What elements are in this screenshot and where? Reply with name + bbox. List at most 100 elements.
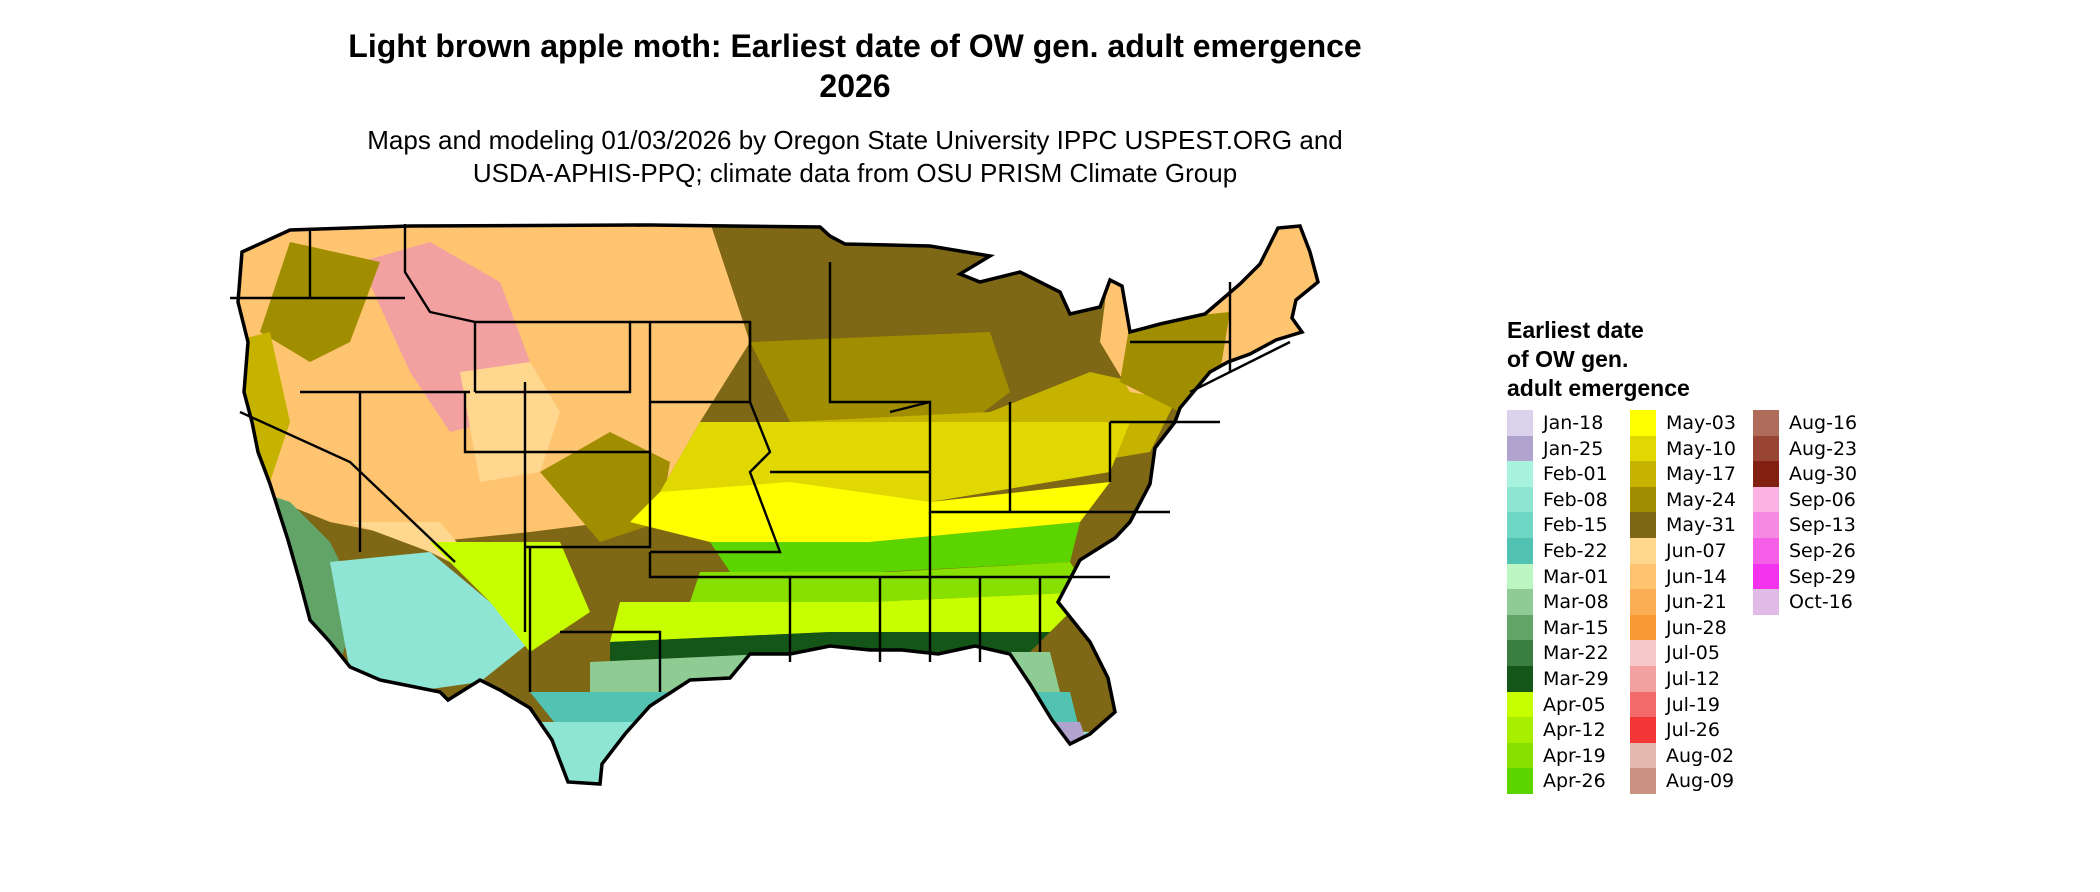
legend-swatch	[1630, 742, 1656, 769]
legend-swatch	[1630, 589, 1656, 615]
legend-label: Jun-14	[1666, 565, 1727, 588]
legend-swatch	[1507, 435, 1533, 462]
legend-item: Feb-15	[1507, 512, 1687, 538]
map-title: Light brown apple moth: Earliest date of…	[348, 28, 1362, 64]
legend-swatch	[1630, 717, 1656, 743]
legend-label: Apr-26	[1543, 770, 1606, 793]
legend-swatch	[1507, 614, 1533, 641]
legend-label: Feb-15	[1543, 514, 1608, 537]
legend-swatch	[1630, 486, 1656, 513]
legend-item: Apr-12	[1507, 717, 1687, 743]
legend-label: Feb-08	[1543, 488, 1608, 511]
legend-label: May-10	[1666, 437, 1736, 460]
legend-item: Mar-15	[1507, 614, 1687, 641]
legend-label: Mar-22	[1543, 642, 1609, 665]
legend-label: Jun-21	[1666, 591, 1727, 614]
legend-item: Feb-01	[1507, 461, 1687, 487]
legend-label: Feb-22	[1543, 540, 1608, 562]
legend-item: Mar-01	[1507, 563, 1687, 590]
legend-label: May-31	[1666, 514, 1736, 537]
legend-label: Jan-25	[1543, 437, 1604, 460]
legend-label: Sep-06	[1789, 488, 1856, 511]
legend-label: Aug-23	[1789, 437, 1858, 460]
legend-swatch	[1753, 538, 1779, 564]
legend-item: Jul-26	[1630, 717, 1810, 743]
legend-label: Jul-05	[1666, 642, 1720, 665]
legend-swatch	[1630, 538, 1656, 564]
legend-title-line-1: Earliest date	[1507, 317, 1644, 343]
legend-swatch	[1753, 486, 1779, 513]
legend-item: Aug-23	[1753, 435, 1933, 462]
legend-item: Jul-19	[1630, 691, 1810, 718]
legend-item: Mar-08	[1507, 589, 1687, 615]
legend-label: Sep-26	[1789, 540, 1856, 562]
legend-item: May-17	[1630, 461, 1810, 487]
legend-swatch	[1753, 563, 1779, 590]
legend-label: Jun-28	[1666, 616, 1727, 639]
legend-swatch	[1507, 486, 1533, 513]
legend-label: Mar-01	[1543, 565, 1609, 588]
legend-label: Apr-05	[1543, 693, 1606, 716]
legend-title-line-2: of OW gen.	[1507, 346, 1629, 372]
legend-label: Aug-16	[1789, 412, 1858, 434]
legend-item: May-31	[1630, 512, 1810, 538]
legend-label: Oct-16	[1789, 591, 1853, 614]
legend-swatch	[1753, 512, 1779, 538]
legend-label: Mar-15	[1543, 616, 1609, 639]
legend-item: May-03	[1630, 410, 1810, 436]
legend-swatch	[1630, 691, 1656, 718]
legend-label: May-17	[1666, 463, 1736, 486]
legend-item: Jan-18	[1507, 410, 1687, 436]
legend-item: Jan-25	[1507, 435, 1687, 462]
legend-label: Apr-19	[1543, 744, 1606, 767]
legend-item: Aug-02	[1630, 742, 1810, 769]
legend-swatch	[1630, 461, 1656, 487]
legend-label: Feb-01	[1543, 463, 1608, 486]
legend-item: Apr-19	[1507, 742, 1687, 769]
legend-item: Sep-29	[1753, 563, 1933, 590]
legend-swatch	[1753, 461, 1779, 487]
legend-swatch	[1753, 435, 1779, 462]
legend-label: May-24	[1666, 488, 1736, 511]
legend-swatch	[1507, 589, 1533, 615]
legend-swatch	[1507, 640, 1533, 666]
legend-label: Jul-26	[1666, 719, 1720, 742]
usa-map-icon	[230, 223, 1320, 786]
legend-label: Jul-12	[1666, 668, 1720, 690]
legend-swatch	[1507, 461, 1533, 487]
legend-label: Sep-29	[1789, 565, 1856, 588]
legend-label: Mar-29	[1543, 668, 1609, 690]
legend-item: Jun-07	[1630, 538, 1810, 564]
legend-label: Aug-02	[1666, 744, 1735, 767]
legend-label: Jul-19	[1666, 693, 1720, 716]
legend-item: May-10	[1630, 435, 1810, 462]
legend-swatch	[1753, 410, 1779, 436]
legend-label: Apr-12	[1543, 719, 1606, 742]
map-title-year: 2026	[819, 68, 891, 104]
legend-swatch	[1630, 666, 1656, 692]
legend-item: Jun-21	[1630, 589, 1810, 615]
legend-item: Aug-16	[1753, 410, 1933, 436]
legend-item: Apr-05	[1507, 691, 1687, 718]
legend-swatch	[1507, 538, 1533, 564]
legend-swatch	[1630, 512, 1656, 538]
legend-swatch	[1630, 614, 1656, 641]
legend-swatch	[1630, 640, 1656, 666]
legend-swatch	[1630, 768, 1656, 794]
legend-swatch	[1507, 666, 1533, 692]
map-subtitle-line-2: USDA-APHIS-PPQ; climate data from OSU PR…	[472, 158, 1238, 188]
legend-item: Jul-05	[1630, 640, 1810, 666]
legend-label: Sep-13	[1789, 514, 1856, 537]
legend-item: Feb-22	[1507, 538, 1687, 564]
legend-label: Mar-08	[1543, 591, 1609, 614]
legend-item: Feb-08	[1507, 486, 1687, 513]
legend-swatch	[1507, 410, 1533, 436]
legend-label: May-03	[1666, 412, 1736, 434]
legend-item: Mar-22	[1507, 640, 1687, 666]
legend-swatch	[1507, 768, 1533, 794]
legend-label: Aug-30	[1789, 463, 1858, 486]
legend-item: Aug-30	[1753, 461, 1933, 487]
legend-item: Jul-12	[1630, 666, 1810, 692]
legend-swatch	[1507, 717, 1533, 743]
legend-item: Jun-28	[1630, 614, 1810, 641]
